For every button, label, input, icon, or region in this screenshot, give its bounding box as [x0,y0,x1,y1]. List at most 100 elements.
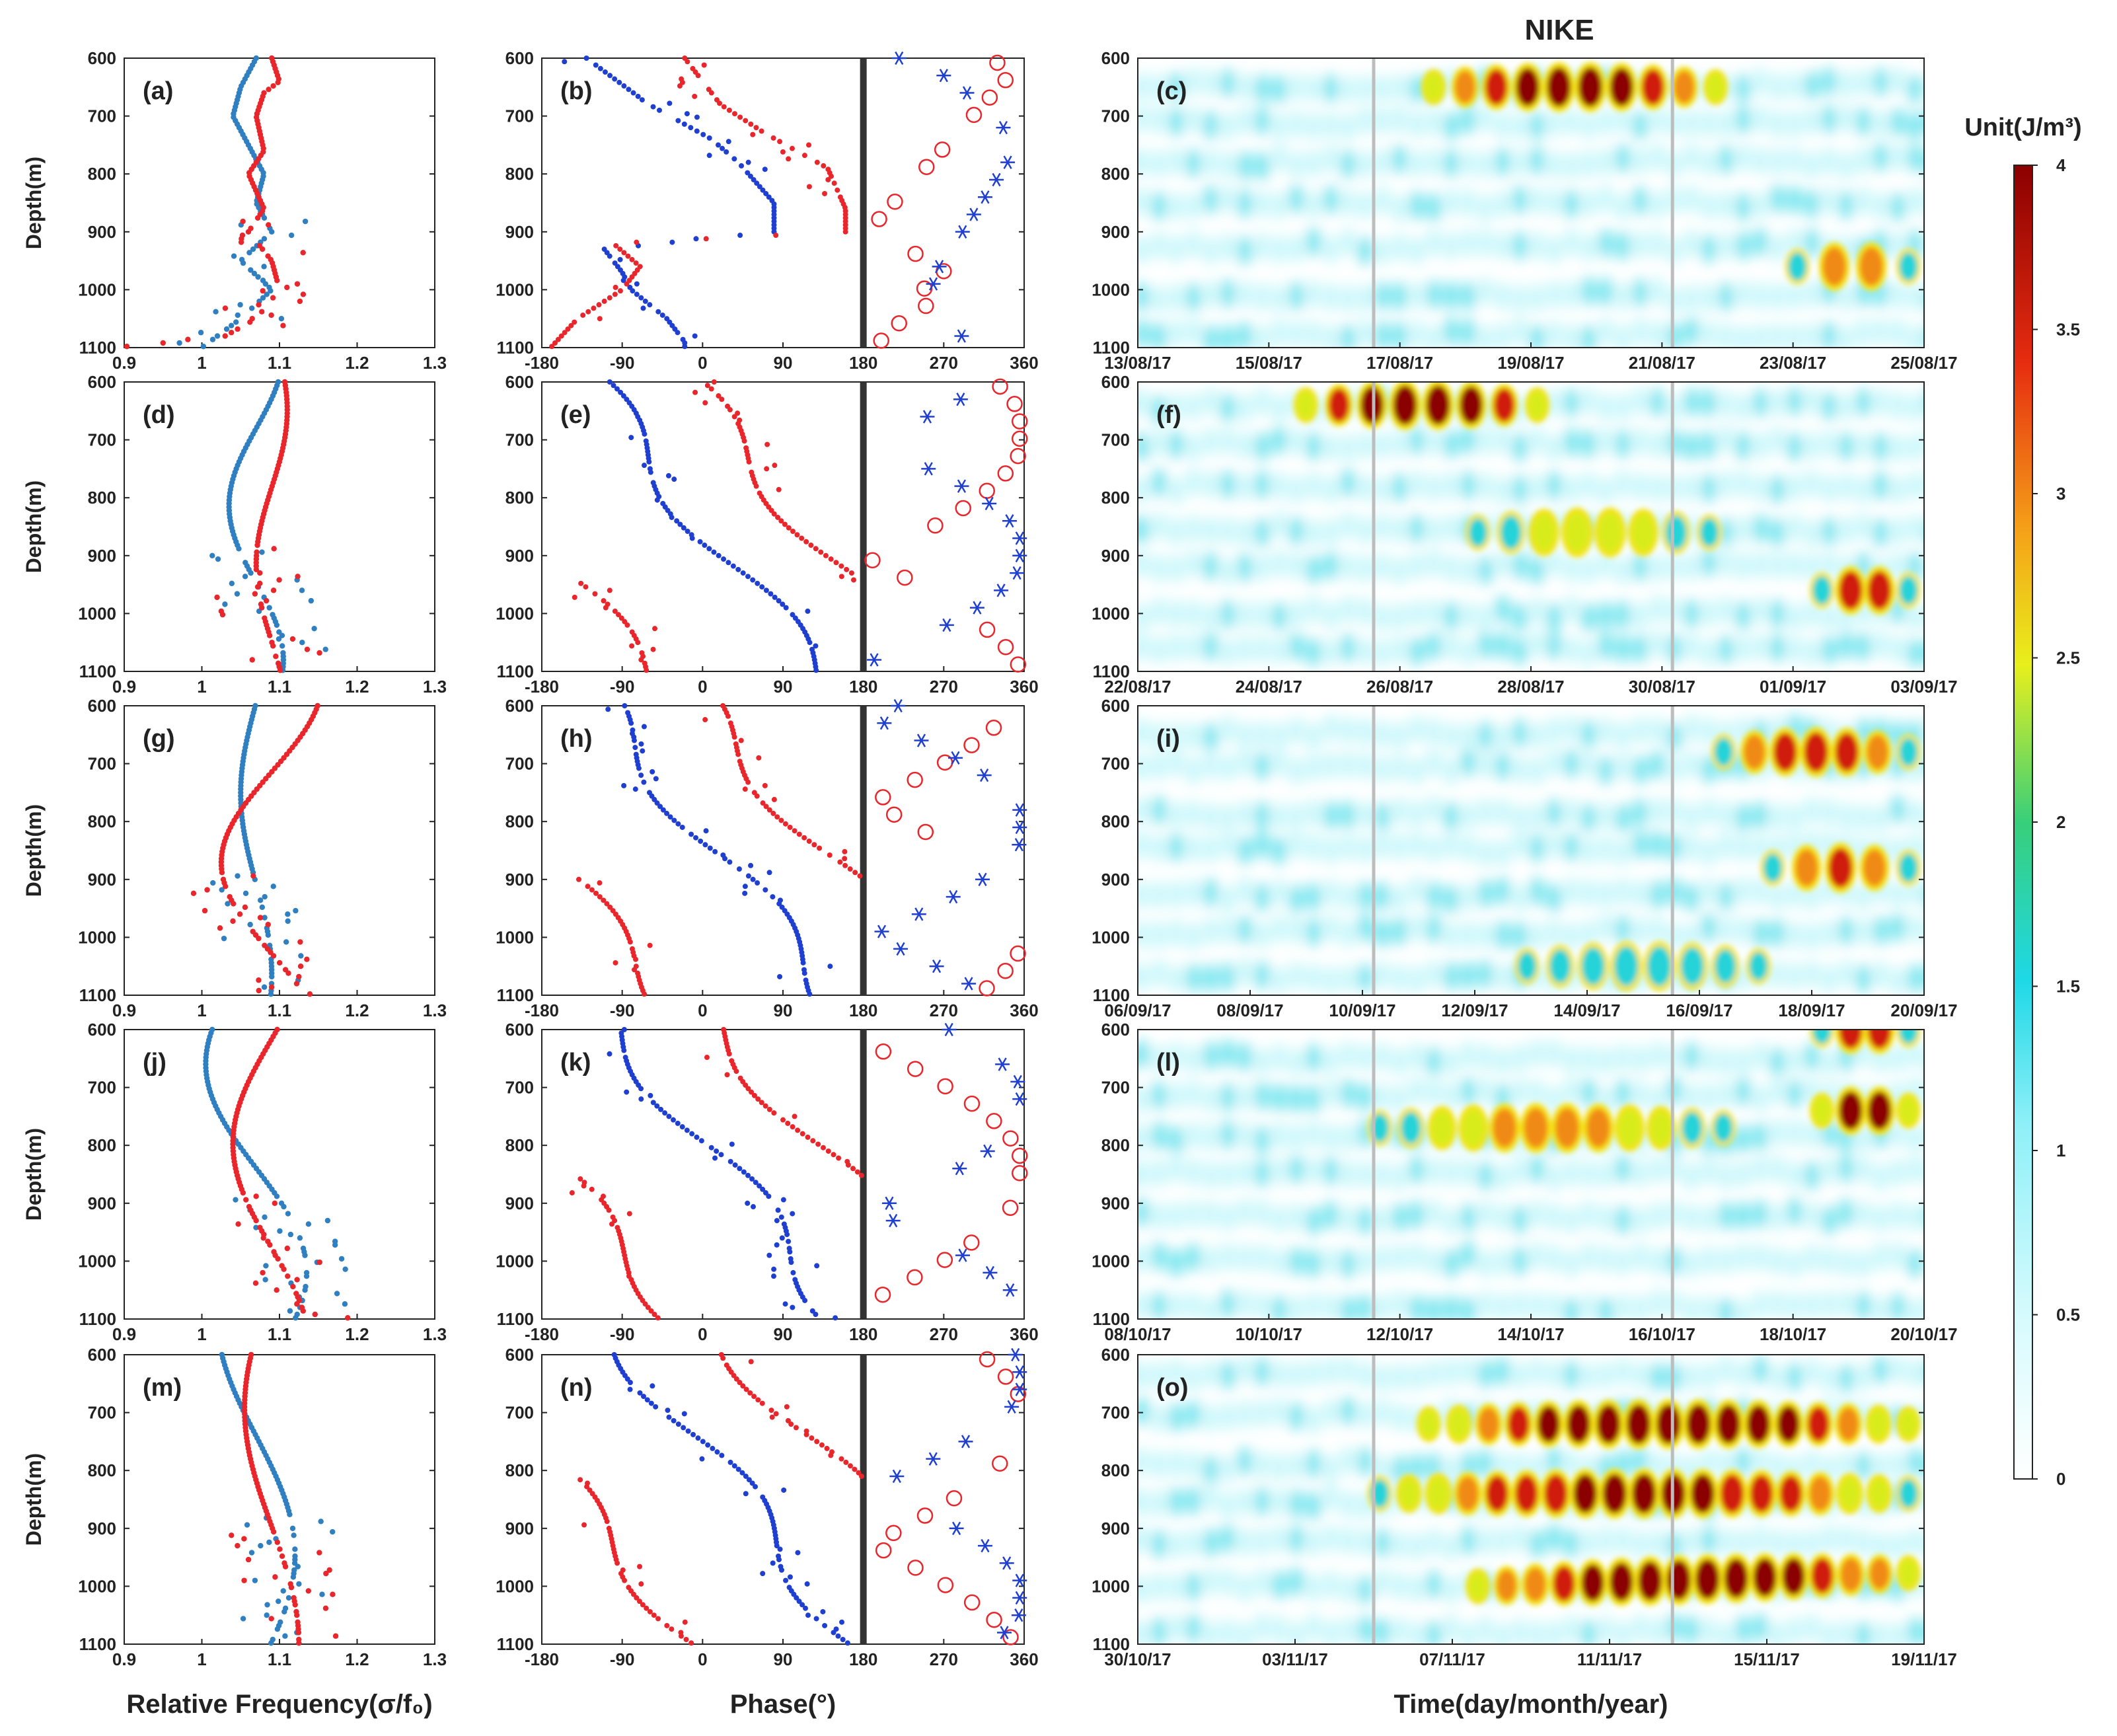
energy-band-blob [1138,1361,1148,1390]
phase-star-marker [1010,566,1025,580]
energy-band-blob [1273,1204,1286,1234]
energy-band-blob [1221,233,1234,262]
colorbar-tick-label: 3.5 [2056,320,2080,340]
phase-stars [874,698,1027,991]
phase-point [774,1218,780,1224]
phase-point [801,153,807,159]
energy-band-blob [1273,318,1286,348]
energy-band-blob [1358,913,1372,942]
star-stroke [1007,1400,1016,1414]
phase-point [607,379,613,385]
phase-point [589,1186,595,1192]
energy-band-blob [1805,552,1818,582]
energy-band-blob [1839,432,1853,461]
energy-band-blob [1805,106,1818,136]
energy-band-blob [1668,1289,1681,1318]
energy-band-blob [1187,148,1200,178]
energy-band-blob [1393,916,1406,946]
energy-band-blob [1170,1248,1183,1277]
freq-point [287,1511,293,1517]
energy-band-blob [1204,602,1217,632]
energy-band-blob [1788,1079,1801,1109]
phase-point [748,862,754,868]
phase-point [597,65,603,71]
energy-band-blob [1238,321,1251,348]
phase-circle-marker [907,1269,923,1286]
phase-point [624,622,630,628]
energy-band-blob [1393,721,1406,751]
energy-band-blob [1736,73,1750,103]
date-tick-label: 17/08/17 [1366,353,1433,373]
energy-band-blob [1427,108,1440,137]
energy-band-blob [1410,830,1423,860]
phase-circle-marker [1011,413,1028,430]
energy-band-blob [1736,551,1750,581]
energy-band-blob [1685,599,1698,628]
phase-tick-label: 180 [849,1649,877,1669]
energy-band-blob [1221,1491,1234,1521]
phase-point [640,748,646,754]
energy-core [1720,1474,1744,1513]
freq-tick-label: 1.1 [268,1649,291,1669]
phase-point [843,1459,849,1465]
energy-band-blob [1874,387,1887,417]
energy-band-blob [1341,188,1355,217]
phase-point [703,236,709,242]
energy-band-blob [1358,73,1372,103]
phase-point [725,713,731,719]
energy-field [1138,382,1924,671]
phase-circle-marker [916,1507,934,1524]
phase-point [813,643,819,649]
energy-band-blob [1170,599,1183,628]
phase-point [684,111,690,117]
energy-band-blob [1462,833,1475,863]
star-stroke [895,51,904,65]
energy-core [1749,952,1767,981]
depth-tick-label: 900 [88,1193,116,1213]
freq-point [222,305,229,311]
energy-band-blob [1170,1041,1183,1071]
phase-star-marker [1012,1365,1027,1379]
phase-point [712,849,718,854]
energy-band-blob [1651,276,1664,306]
phase-point [784,1232,790,1238]
energy-band-blob [1358,554,1372,584]
freq-point [242,904,248,911]
freq-point [244,1522,250,1528]
energy-band-blob [1547,1085,1561,1115]
phase-point [780,149,786,155]
phase-axes [541,1354,1025,1645]
freq-point [270,295,276,301]
energy-band-blob [1358,283,1372,313]
energy-band-blob [1273,1359,1286,1389]
energy-band-blob [1341,434,1355,463]
energy-band-blob [1565,1205,1578,1235]
energy-band-blob [1170,319,1183,348]
energy-band-blob [1496,548,1509,578]
phase-circle-marker [986,1113,1002,1129]
energy-band-blob [1788,635,1801,665]
depth-tick-label: 900 [1101,222,1130,242]
phase-point [778,1214,784,1220]
freq-point [247,319,253,325]
energy-band-blob [1754,388,1767,418]
energy-core [1899,576,1917,605]
phase-tick-label: -180 [525,1324,559,1344]
freq-point [214,333,221,339]
energy-band-blob [1152,880,1166,910]
energy-band-blob [1651,473,1664,503]
energy-band-blob [1582,603,1595,632]
energy-band-blob [1857,68,1870,98]
energy-band-blob [1187,1121,1200,1151]
energy-band-blob [1822,550,1836,580]
energy-band-blob [1138,71,1148,101]
energy-band-blob [1857,1528,1870,1558]
phase-point [743,1491,749,1497]
energy-band-blob [1565,107,1578,137]
phase-point [776,1557,782,1563]
energy-band-blob [1307,1491,1320,1521]
energy-band-blob [1444,1206,1458,1236]
energy-band-blob [1307,227,1320,257]
energy-band-blob [1255,1243,1269,1273]
energy-band-blob [1462,961,1475,991]
